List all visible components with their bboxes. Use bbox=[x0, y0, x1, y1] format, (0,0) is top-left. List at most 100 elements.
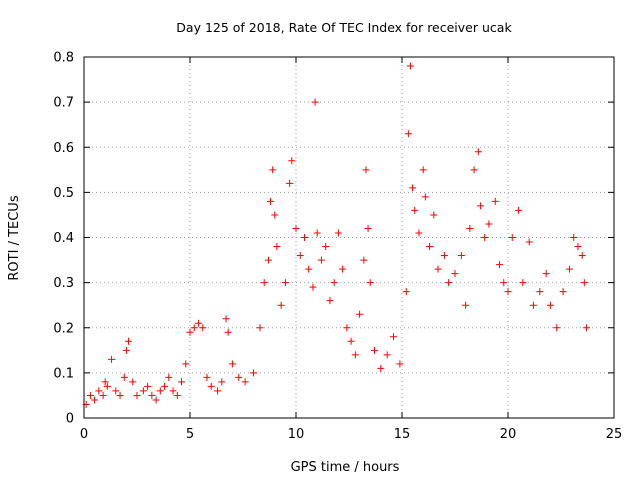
data-point bbox=[194, 319, 202, 327]
data-point bbox=[317, 256, 325, 264]
y-tick-label: 0.7 bbox=[53, 96, 74, 111]
data-point bbox=[203, 373, 211, 381]
data-point bbox=[411, 206, 419, 214]
data-point bbox=[264, 256, 272, 264]
data-point bbox=[451, 270, 459, 278]
data-point bbox=[500, 279, 508, 287]
data-point bbox=[377, 364, 385, 372]
data-point bbox=[86, 391, 94, 399]
data-point bbox=[525, 238, 533, 246]
data-point bbox=[139, 387, 147, 395]
data-point bbox=[120, 373, 128, 381]
y-tick-label: 0.5 bbox=[53, 186, 74, 201]
data-point bbox=[565, 265, 573, 273]
data-points bbox=[82, 62, 590, 408]
data-point bbox=[292, 224, 300, 232]
data-point bbox=[366, 279, 374, 287]
x-ticks: 0 5 10 15 20 25 bbox=[80, 57, 622, 442]
chart-title: Day 125 of 2018, Rate Of TEC Index for r… bbox=[176, 20, 512, 35]
y-ticks: 0 0.1 0.2 0.3 0.4 0.5 0.6 0.7 0.8 bbox=[53, 51, 614, 427]
data-point bbox=[273, 243, 281, 251]
x-tick-label: 10 bbox=[288, 427, 305, 442]
data-point bbox=[277, 301, 285, 309]
data-point bbox=[481, 234, 489, 241]
x-tick-label: 0 bbox=[80, 427, 88, 442]
data-point bbox=[553, 324, 561, 332]
data-point bbox=[165, 373, 173, 381]
data-point bbox=[148, 391, 156, 399]
data-point bbox=[519, 279, 527, 287]
data-point bbox=[404, 130, 412, 138]
data-point bbox=[515, 206, 523, 214]
data-point bbox=[112, 387, 120, 395]
data-point bbox=[383, 351, 391, 359]
data-point bbox=[286, 179, 294, 187]
data-point bbox=[485, 220, 493, 228]
data-point bbox=[133, 391, 141, 399]
data-point bbox=[122, 346, 130, 354]
data-point bbox=[125, 337, 133, 345]
data-point bbox=[305, 265, 313, 273]
data-point bbox=[476, 202, 484, 210]
data-point bbox=[466, 224, 474, 232]
data-point bbox=[440, 252, 448, 260]
data-point bbox=[269, 166, 277, 174]
data-point bbox=[228, 360, 236, 368]
data-point bbox=[95, 387, 103, 395]
data-point bbox=[445, 279, 453, 287]
data-point bbox=[101, 378, 109, 386]
data-point bbox=[356, 310, 364, 318]
data-point bbox=[343, 324, 351, 332]
data-point bbox=[156, 387, 164, 395]
data-point bbox=[334, 229, 342, 237]
data-point bbox=[406, 62, 414, 70]
data-point bbox=[542, 270, 550, 278]
data-point bbox=[462, 301, 470, 309]
data-point bbox=[559, 288, 567, 296]
data-point bbox=[409, 184, 417, 192]
data-point bbox=[574, 243, 582, 251]
data-point bbox=[300, 234, 308, 241]
x-tick-label: 15 bbox=[394, 427, 411, 442]
data-point bbox=[207, 382, 215, 390]
y-tick-label: 0.8 bbox=[53, 51, 74, 66]
data-point bbox=[582, 324, 590, 332]
data-point bbox=[351, 351, 359, 359]
data-point bbox=[309, 283, 317, 291]
data-point bbox=[362, 166, 370, 174]
data-point bbox=[169, 387, 177, 395]
data-point bbox=[218, 378, 226, 386]
data-point bbox=[496, 261, 504, 269]
y-tick-label: 0.6 bbox=[53, 141, 74, 156]
data-point bbox=[529, 301, 537, 309]
data-point bbox=[250, 369, 258, 377]
plot-border bbox=[83, 56, 615, 419]
y-axis-label: ROTI / TECUs bbox=[7, 195, 22, 280]
data-point bbox=[457, 252, 465, 260]
data-point bbox=[402, 288, 410, 296]
y-tick-label: 0.3 bbox=[53, 276, 74, 291]
data-point bbox=[474, 148, 482, 156]
x-tick-label: 5 bbox=[186, 427, 194, 442]
data-point bbox=[322, 243, 330, 251]
data-point bbox=[224, 328, 232, 336]
data-point bbox=[267, 197, 275, 205]
data-point bbox=[129, 378, 137, 386]
data-point bbox=[99, 391, 107, 399]
data-point bbox=[421, 193, 429, 201]
data-point bbox=[103, 382, 111, 390]
data-point bbox=[260, 279, 268, 287]
data-point bbox=[347, 337, 355, 345]
data-point bbox=[546, 301, 554, 309]
data-point bbox=[91, 396, 99, 404]
data-point bbox=[370, 346, 378, 354]
x-axis-label: GPS time / hours bbox=[291, 460, 400, 475]
data-point bbox=[580, 279, 588, 287]
data-point bbox=[235, 373, 243, 381]
data-point bbox=[434, 265, 442, 273]
data-point bbox=[491, 197, 499, 205]
x-tick-label: 25 bbox=[606, 427, 623, 442]
data-point bbox=[536, 288, 544, 296]
data-point bbox=[256, 324, 264, 332]
